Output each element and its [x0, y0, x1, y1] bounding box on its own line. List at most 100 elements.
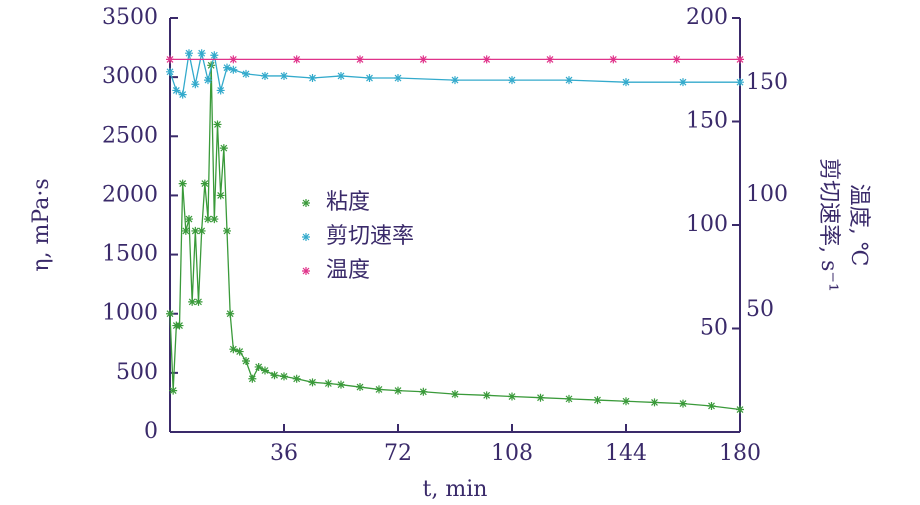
series-line	[169, 53, 740, 96]
marker	[210, 215, 219, 224]
marker	[166, 309, 174, 318]
y-label: η, mPa·s	[29, 178, 54, 271]
y2-label: 剪切速率, s⁻¹	[816, 158, 841, 292]
marker	[200, 179, 209, 188]
marker	[508, 392, 516, 401]
marker	[419, 55, 428, 64]
marker	[536, 393, 545, 402]
marker	[736, 55, 744, 64]
x-tick-label: 144	[605, 441, 647, 466]
marker	[508, 76, 516, 85]
marker	[593, 396, 602, 405]
marker	[707, 401, 716, 410]
legend-label: 温度	[326, 258, 370, 283]
y-tick-label: 1000	[102, 301, 158, 326]
marker	[242, 357, 250, 366]
marker	[175, 321, 184, 330]
marker	[216, 86, 225, 95]
legend-marker	[302, 233, 310, 241]
marker	[565, 394, 573, 403]
marker	[223, 226, 231, 235]
marker	[197, 226, 206, 235]
y-tick-label: 2000	[102, 182, 158, 207]
marker	[172, 86, 181, 95]
marker	[394, 386, 402, 395]
marker	[270, 371, 279, 380]
marker	[169, 386, 178, 395]
marker	[229, 55, 238, 64]
marker	[356, 55, 364, 64]
marker	[308, 378, 317, 387]
y-tick-label: 3500	[102, 5, 158, 30]
marker	[219, 144, 228, 153]
marker	[191, 80, 200, 89]
y2-label: 温度, ℃	[846, 184, 871, 267]
marker	[261, 366, 269, 375]
y-tick-label: 500	[116, 360, 158, 385]
legend-marker	[302, 199, 310, 207]
y2-tick-label: 150	[686, 109, 728, 134]
marker	[365, 74, 374, 83]
x-tick-label: 36	[270, 441, 298, 466]
marker	[337, 71, 345, 80]
y2-extra-label: 100	[746, 182, 788, 207]
marker	[482, 391, 491, 400]
marker	[204, 76, 212, 85]
marker	[324, 379, 333, 388]
legend-marker	[302, 267, 310, 275]
marker	[229, 65, 238, 74]
marker	[254, 362, 263, 371]
marker	[308, 74, 317, 83]
series-line	[169, 65, 741, 411]
marker	[181, 226, 190, 235]
y2-extra-label: 50	[746, 297, 774, 322]
y-tick-label: 2500	[102, 123, 158, 148]
y2-tick-label: 200	[686, 5, 728, 30]
marker	[229, 345, 238, 354]
marker	[226, 309, 235, 318]
marker	[248, 374, 257, 383]
y-tick-label: 0	[144, 419, 158, 444]
marker	[292, 374, 301, 383]
marker	[194, 297, 203, 306]
x-tick-label: 108	[491, 441, 533, 466]
marker	[679, 78, 687, 87]
x-tick-label: 72	[384, 441, 412, 466]
marker	[185, 49, 193, 58]
legend-label: 剪切速率	[326, 224, 414, 249]
x-label: t, min	[423, 477, 488, 502]
marker	[191, 226, 200, 235]
marker	[419, 387, 428, 396]
marker	[223, 63, 231, 72]
marker	[197, 49, 206, 58]
marker	[166, 67, 174, 76]
marker	[178, 90, 187, 99]
marker	[375, 385, 383, 394]
marker	[337, 380, 345, 389]
marker	[188, 297, 197, 306]
marker	[451, 76, 459, 85]
y2-extra-label: 150	[746, 70, 788, 95]
y2-tick-label: 100	[686, 212, 728, 237]
marker	[650, 398, 659, 407]
marker	[242, 69, 250, 78]
marker	[622, 397, 630, 406]
y-tick-label: 1500	[102, 242, 158, 267]
marker	[736, 405, 744, 414]
marker	[235, 347, 244, 356]
marker	[204, 215, 212, 224]
marker	[565, 76, 573, 85]
marker	[210, 51, 219, 60]
x-tick-label: 180	[719, 441, 761, 466]
marker	[280, 71, 288, 80]
y2-tick-label: 50	[700, 316, 728, 341]
marker	[261, 71, 269, 80]
marker	[178, 179, 187, 188]
marker	[213, 120, 222, 129]
marker	[609, 55, 618, 64]
marker	[394, 74, 402, 83]
marker	[679, 399, 687, 408]
legend-label: 粘度	[326, 190, 370, 215]
marker	[622, 78, 630, 87]
